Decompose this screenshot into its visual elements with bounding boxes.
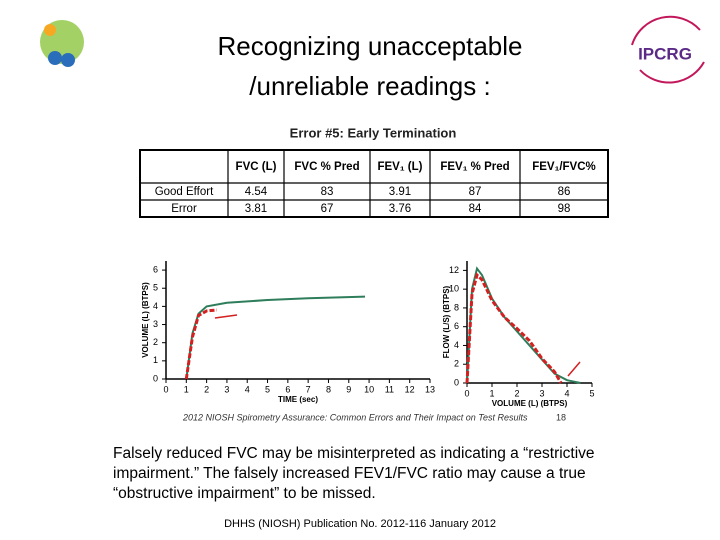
row-label: Error [171, 203, 197, 215]
arrow [214, 314, 238, 319]
right-logo: IPCRG [631, 15, 705, 84]
y-tick-label: 4 [454, 340, 459, 350]
y-tick-label: 5 [153, 283, 158, 293]
x-tick-label: 9 [346, 384, 351, 394]
table-header: FEV₁ % Pred [440, 161, 509, 173]
x-tick-label: 1 [184, 384, 189, 394]
table-title: Error #5: Early Termination [290, 125, 457, 140]
x-tick-label: 8 [326, 384, 331, 394]
table-cell: 3.81 [245, 203, 267, 215]
footer: DHHS (NIOSH) Publication No. 2012-116 Ja… [224, 518, 496, 530]
y-tick-label: 2 [153, 337, 158, 347]
table-cell: 84 [469, 203, 482, 215]
x-tick-label: 4 [564, 388, 569, 398]
x-tick-label: 10 [364, 384, 374, 394]
table-cell: 98 [558, 203, 571, 215]
y-axis-label: FLOW (L/S) (BTPS) [442, 285, 451, 358]
figure-page: 18 [556, 412, 566, 422]
x-tick-label: 3 [539, 388, 544, 398]
x-tick-label: 13 [425, 384, 435, 394]
table-header: FEV₁ (L) [377, 161, 422, 173]
table-header: FEV₁/FVC% [532, 161, 596, 173]
y-tick-label: 12 [449, 265, 459, 275]
table-cell: 83 [321, 186, 334, 198]
table-header: FVC (L) [236, 161, 277, 173]
x-tick-label: 1 [489, 388, 494, 398]
row-label: Good Effort [155, 186, 214, 198]
logo-text: IPCRG [638, 44, 692, 63]
y-tick-label: 2 [454, 359, 459, 369]
y-axis-label: VOLUME (L) (BTPS) [141, 282, 150, 358]
body-text: Falsely reduced FVC may be misinterprete… [113, 445, 595, 502]
x-tick-label: 2 [204, 384, 209, 394]
x-tick-label: 0 [464, 388, 469, 398]
figure-caption: 2012 NIOSH Spirometry Assurance: Common … [182, 412, 528, 422]
x-tick-label: 6 [285, 384, 290, 394]
x-tick-label: 4 [245, 384, 250, 394]
x-tick-label: 0 [163, 384, 168, 394]
slide-title: /unreliable readings : [249, 71, 490, 101]
x-tick-label: 3 [224, 384, 229, 394]
y-tick-label: 1 [153, 355, 158, 365]
x-tick-label: 11 [385, 384, 394, 394]
y-tick-label: 0 [153, 373, 158, 383]
y-tick-label: 0 [454, 377, 459, 387]
table-cell: 87 [469, 186, 482, 198]
table-cell: 86 [558, 186, 571, 198]
table-cell: 3.91 [389, 186, 411, 198]
data-line [184, 308, 217, 380]
arrow [567, 361, 581, 377]
x-axis-label: VOLUME (L) (BTPS) [492, 399, 568, 408]
y-tick-label: 8 [454, 302, 459, 312]
x-tick-label: 2 [514, 388, 519, 398]
table: FVC (L) FVC % Pred FEV₁ (L) FEV₁ % Pred FEV₁… [139, 149, 609, 218]
y-tick-label: 6 [153, 264, 158, 274]
y-tick-label: 10 [449, 284, 459, 294]
table-cell: 4.54 [245, 186, 268, 198]
table-header: FVC % Pred [294, 161, 359, 173]
table-cell: 67 [321, 203, 334, 215]
y-tick-label: 6 [454, 321, 459, 331]
x-tick-label: 5 [589, 388, 594, 398]
y-tick-label: 3 [153, 319, 158, 329]
data-line [465, 272, 563, 384]
x-tick-label: 5 [265, 384, 270, 394]
table-cell: 3.76 [389, 203, 411, 215]
y-tick-label: 4 [153, 301, 158, 311]
left-logo [40, 20, 84, 67]
slide-title: Recognizing unacceptable [218, 31, 523, 61]
x-tick-label: 7 [306, 384, 311, 394]
x-tick-label: 12 [405, 384, 415, 394]
x-axis-label: TIME (sec) [278, 395, 318, 404]
